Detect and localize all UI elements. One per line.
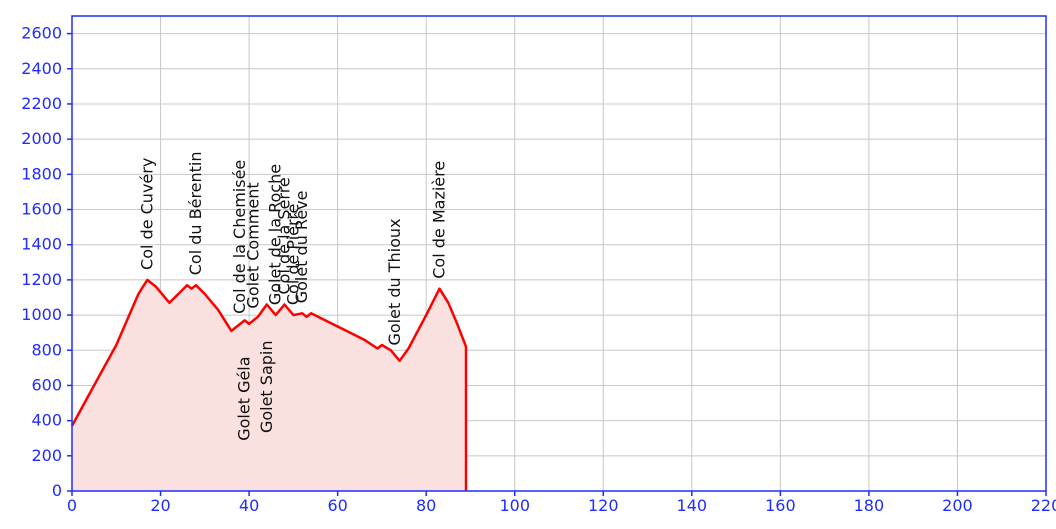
label-layer: Col de Cuvéry Col du Bérentin Col de la Ch… [137, 151, 448, 440]
x-tick-label: 60 [327, 496, 347, 515]
y-tick-label: 2400 [21, 59, 62, 78]
y-tick-label: 2200 [21, 94, 62, 113]
x-tick-label: 0 [67, 496, 77, 515]
y-tick-label: 1000 [21, 305, 62, 324]
x-tick-label: 200 [942, 496, 973, 515]
y-tick-label: 600 [31, 375, 62, 394]
x-tick-label: 120 [588, 496, 619, 515]
y-tick-label: 1600 [21, 200, 62, 219]
y-tick-label: 1800 [21, 164, 62, 183]
x-tick-label: 140 [677, 496, 708, 515]
pass-label: Col du Bérentin [186, 151, 205, 275]
pass-label: Golet du Thioux [385, 219, 404, 346]
elevation-area-fill [72, 279, 466, 491]
pass-label: Col de la Chemisée [230, 160, 249, 314]
x-tick-label: 40 [239, 496, 259, 515]
y-tick-label: 2000 [21, 129, 62, 148]
pass-label: Golet Sapin [257, 341, 276, 434]
axis-layer [71, 15, 1047, 492]
pass-label: Golet Comment [243, 182, 262, 308]
pass-label: Golet Géla [235, 356, 254, 440]
pass-label: Col de Pierre [283, 204, 302, 306]
y-tick-label: 2600 [21, 24, 62, 43]
y-tick-label: 200 [31, 446, 62, 465]
plot-frame [71, 15, 1047, 492]
y-tick-label: 1400 [21, 235, 62, 254]
x-tick-label: 20 [150, 496, 170, 515]
y-tick-label: 800 [31, 340, 62, 359]
x-tick-label: 80 [416, 496, 436, 515]
x-tick-label: 180 [854, 496, 885, 515]
tick-layer: 0204060801001201401601802002200200400600… [21, 24, 1056, 515]
x-tick-label: 160 [765, 496, 796, 515]
y-tick-label: 1200 [21, 270, 62, 289]
elevation-profile-line [70, 278, 468, 491]
x-tick-label: 100 [499, 496, 530, 515]
y-tick-label: 400 [31, 411, 62, 430]
pass-label: Golet du Rêve [292, 191, 311, 304]
area-layer [70, 278, 468, 491]
pass-label: Col de Mazière [429, 161, 448, 279]
pass-label: Golet de la Roche [266, 164, 285, 305]
x-tick-label: 220 [1031, 496, 1056, 515]
y-tick-label: 0 [52, 481, 62, 500]
pass-label: Col de la Serre [275, 177, 294, 294]
pass-label: Col de Cuvéry [137, 158, 156, 270]
